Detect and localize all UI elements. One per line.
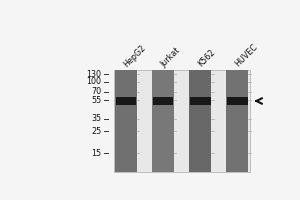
Bar: [190, 97, 211, 105]
Text: 130: 130: [86, 70, 101, 79]
Bar: [152, 70, 174, 172]
Bar: [114, 70, 250, 172]
Bar: [116, 97, 136, 105]
Text: HepG2: HepG2: [122, 43, 148, 69]
Bar: [115, 70, 137, 172]
Text: 100: 100: [86, 77, 101, 86]
Text: 70: 70: [91, 87, 101, 96]
Bar: [226, 70, 248, 172]
Text: K562: K562: [196, 48, 217, 69]
Bar: [153, 97, 173, 105]
Text: 35: 35: [91, 114, 101, 123]
Bar: [227, 97, 248, 105]
Text: 15: 15: [91, 149, 101, 158]
Text: Jurkat: Jurkat: [159, 46, 182, 69]
Bar: [189, 70, 211, 172]
Text: 55: 55: [91, 96, 101, 105]
Text: 25: 25: [91, 127, 101, 136]
Text: HUVEC: HUVEC: [233, 42, 260, 69]
